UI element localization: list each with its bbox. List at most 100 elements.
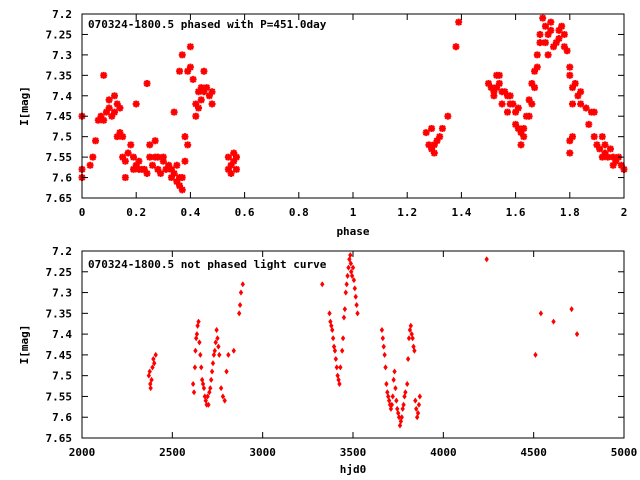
phased-data-point [170, 169, 178, 177]
unphased-data-point [222, 397, 227, 404]
phased-data-point [146, 153, 154, 161]
phased-data-point [108, 112, 116, 120]
unphased-data-point [330, 335, 336, 342]
phased-data-point [143, 80, 151, 88]
phased-data-point [560, 30, 568, 38]
unphased-data-point [338, 364, 343, 371]
phased-data-point [124, 149, 132, 157]
phased-data-point [539, 14, 547, 22]
phased-data-point [514, 104, 522, 112]
unphased-data-point [218, 385, 224, 392]
phased-data-point [485, 80, 492, 88]
phased-data-point [176, 182, 184, 190]
phased-data-point [520, 133, 528, 141]
phased-data-point [121, 174, 129, 182]
unphased-data-point [334, 364, 339, 371]
phased-data-point [533, 63, 541, 71]
unphased-data-point [354, 302, 359, 309]
phased-data-point [113, 100, 121, 108]
phased-x-tick-label: 1.6 [506, 206, 526, 219]
phased-data-point [506, 92, 514, 100]
phased-data-point [547, 18, 555, 26]
unphased-axis-ticks: 2000 2500 3000 3500 4000 4500 5000 7.2 7.25 7.3 7.… [46, 245, 638, 459]
unphased-x-tick-label: 4000 [430, 446, 457, 459]
unphased-data-point [346, 264, 351, 271]
unphased-chart-title: 070324-1800.5 not phased light curve [88, 258, 327, 271]
phased-data-point [430, 141, 438, 149]
unphased-data-point [205, 393, 210, 400]
unphased-data-point [551, 318, 556, 325]
phased-data-point [590, 133, 598, 141]
phased-data-point [102, 108, 110, 116]
phased-data-point [425, 141, 433, 149]
unphased-x-tick-label: 3000 [249, 446, 276, 459]
phased-data-point [436, 133, 444, 141]
phased-data-point [533, 51, 541, 59]
unphased-data-point [327, 310, 332, 317]
phased-data-point [100, 71, 108, 79]
phased-axis-ticks: 0 0.2 0.4 0.6 0.8 1 1.2 1.4 1.6 1.8 2 7.2 7.25 7.3 7.3… [46, 8, 628, 219]
phased-data-point [170, 108, 178, 116]
unphased-y-tick-label: 7.4 [52, 328, 72, 341]
unphased-y-axis-label: I[mag] [18, 325, 31, 365]
phased-data-point [512, 120, 520, 128]
phased-data-point [582, 104, 590, 112]
phased-y-tick-label: 7.6 [52, 172, 72, 185]
unphased-data-point [380, 335, 385, 342]
unphased-data-point [392, 368, 397, 375]
phased-data-point [203, 84, 211, 92]
unphased-data-point [194, 331, 200, 338]
unphased-data-point [381, 343, 386, 350]
phased-data-point [148, 161, 156, 169]
phased-data-point [593, 141, 601, 149]
unphased-data-point [408, 322, 413, 329]
unphased-x-tick-label: 4500 [520, 446, 547, 459]
phased-data-point [433, 137, 441, 145]
unphased-data-point [484, 256, 489, 263]
phased-data-point [189, 75, 197, 83]
phased-data-point [604, 153, 612, 161]
phased-data-point [195, 104, 203, 112]
phased-data-point [577, 100, 585, 108]
phased-data-point [192, 100, 200, 108]
phased-y-tick-label: 7.2 [52, 8, 72, 21]
phased-data-point [517, 141, 525, 149]
unphased-data-point [208, 385, 213, 392]
phased-data-point [571, 80, 579, 88]
phased-data-point [178, 186, 186, 194]
unphased-data-point [410, 335, 415, 342]
phased-data-point [598, 153, 606, 161]
phased-data-point [495, 71, 503, 79]
phased-data-point [577, 88, 585, 96]
unphased-data-point [212, 347, 217, 354]
phased-y-tick-label: 7.65 [46, 192, 73, 205]
phased-data-point [487, 84, 495, 92]
phased-data-point [119, 153, 127, 161]
phased-data-point [490, 88, 498, 96]
unphased-y-tick-label: 7.55 [46, 390, 73, 403]
phased-x-tick-label: 2 [621, 206, 628, 219]
phased-data-point [566, 149, 574, 157]
phased-y-tick-label: 7.4 [52, 90, 72, 103]
unphased-x-tick-label: 3500 [340, 446, 367, 459]
unphased-data-point [320, 281, 325, 288]
phased-data-point [151, 137, 159, 145]
phased-data-point [531, 84, 539, 92]
phased-data-point [176, 67, 184, 75]
phased-data-point [113, 133, 121, 141]
phased-data-point [544, 30, 552, 38]
phased-x-tick-label: 0.6 [235, 206, 255, 219]
unphased-data-point [406, 335, 412, 342]
phased-data-point [609, 161, 617, 169]
unphased-data-point [224, 368, 229, 375]
unphased-data-point [348, 252, 353, 259]
phased-data-point [154, 165, 162, 173]
phased-data-point [129, 153, 137, 161]
phased-data-point [157, 169, 165, 177]
phased-data-point [569, 84, 577, 92]
phased-data-point [512, 108, 520, 116]
unphased-data-point [149, 376, 154, 383]
unphased-data-point [352, 285, 357, 292]
unphased-data-point [152, 360, 157, 367]
